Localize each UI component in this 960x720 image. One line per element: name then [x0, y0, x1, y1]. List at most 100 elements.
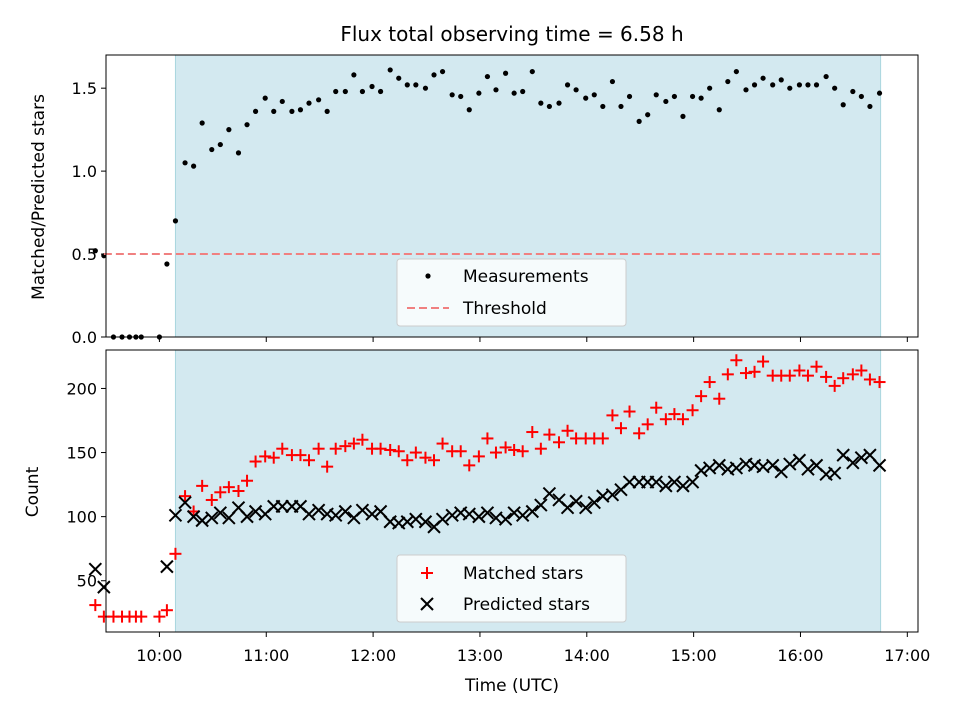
data-point-matched-stars	[614, 422, 627, 435]
data-point-measurements	[324, 108, 330, 114]
data-point-matched-stars	[454, 445, 467, 458]
data-point-measurements	[636, 118, 642, 124]
legend-marker-matched-stars	[421, 567, 433, 579]
data-point-predicted-stars	[560, 500, 575, 515]
data-point-predicted-stars	[498, 512, 513, 526]
legend-marker-measurements	[425, 273, 431, 279]
data-point-matched-stars	[801, 369, 814, 382]
data-point-measurements	[770, 82, 776, 88]
data-point-predicted-stars	[622, 475, 637, 489]
data-point-matched-stars	[196, 479, 209, 492]
data-point-matched-stars	[810, 360, 823, 373]
data-point-measurements	[787, 85, 793, 91]
data-point-measurements	[743, 87, 749, 93]
data-point-matched-stars	[633, 427, 646, 440]
data-point-measurements	[279, 98, 285, 105]
data-point-predicted-stars	[205, 511, 219, 525]
bottom-legend-box	[396, 554, 627, 623]
data-point-predicted-stars	[783, 457, 797, 471]
data-point-predicted-stars	[542, 486, 557, 501]
data-point-matched-stars	[472, 450, 485, 463]
data-point-matched-stars	[232, 485, 245, 497]
bottom-panel: 50 100 150 200 10:00 11:00 12:00 13:00 14:00 15:…	[23, 349, 930, 665]
data-point-matched-stars	[409, 446, 422, 459]
chart-title: Flux total observing time = 6.58 h	[340, 22, 683, 46]
data-point-predicted-stars	[729, 461, 744, 475]
bottom-panel-frame	[105, 349, 919, 633]
data-point-predicted-stars	[846, 456, 860, 470]
data-point-measurements	[476, 90, 482, 96]
data-point-matched-stars	[259, 450, 272, 463]
data-point-matched-stars	[463, 459, 476, 472]
data-point-measurements	[226, 127, 232, 133]
data-point-measurements	[618, 103, 624, 110]
data-point-measurements	[217, 141, 223, 148]
data-point-measurements	[778, 77, 784, 83]
data-point-measurements	[297, 107, 304, 113]
data-point-predicted-stars	[569, 494, 583, 508]
data-point-matched-stars	[721, 368, 734, 381]
data-point-measurements	[609, 78, 616, 85]
data-point-measurements	[653, 92, 659, 98]
top-panel: 0.0 0.5 1.0 1.5 Matched/Predicted stars Mea…	[29, 54, 919, 347]
x-tick-label: 13:00	[457, 646, 503, 665]
data-point-matched-stars	[837, 372, 850, 385]
data-point-measurements	[840, 102, 846, 108]
data-point-predicted-stars	[168, 508, 183, 523]
data-point-predicted-stars	[836, 448, 850, 462]
data-point-predicted-stars	[329, 508, 343, 523]
data-point-measurements	[680, 113, 686, 119]
data-point-predicted-stars	[667, 475, 682, 489]
data-point-matched-stars	[596, 432, 609, 445]
data-point-predicted-stars	[507, 506, 521, 520]
data-point-matched-stars	[222, 481, 235, 494]
data-point-predicted-stars	[765, 458, 780, 473]
data-point-matched-stars	[312, 442, 325, 455]
data-point-measurements	[813, 82, 820, 88]
data-point-measurements	[564, 82, 571, 88]
data-point-measurements	[235, 150, 242, 156]
data-point-predicted-stars	[525, 504, 540, 519]
data-point-matched-stars	[748, 365, 761, 378]
data-point-predicted-stars	[365, 507, 379, 521]
data-point-measurements	[583, 95, 589, 101]
data-point-predicted-stars	[97, 580, 111, 594]
data-point-matched-stars	[135, 610, 148, 623]
data-point-measurements	[725, 78, 731, 85]
data-point-measurements	[316, 97, 322, 103]
data-point-predicted-stars	[445, 508, 459, 523]
data-point-predicted-stars	[178, 495, 192, 510]
data-point-matched-stars	[401, 454, 414, 467]
data-point-measurements	[466, 107, 472, 113]
data-point-predicted-stars	[702, 461, 717, 475]
x-tick-label: 11:00	[243, 646, 289, 665]
data-point-measurements	[529, 68, 535, 75]
x-tick-label: 14:00	[564, 646, 610, 665]
data-point-measurements	[600, 103, 606, 110]
data-point-matched-stars	[863, 373, 876, 386]
data-point-matched-stars	[153, 610, 166, 623]
data-point-matched-stars	[561, 424, 574, 437]
data-point-measurements	[92, 248, 98, 254]
data-point-predicted-stars	[160, 559, 174, 574]
data-point-matched-stars	[676, 413, 689, 426]
data-point-matched-stars	[686, 404, 699, 417]
data-point-measurements	[591, 92, 597, 98]
data-point-matched-stars	[641, 418, 654, 431]
data-point-matched-stars	[730, 354, 743, 367]
data-point-predicted-stars	[659, 479, 673, 493]
data-point-predicted-stars	[480, 506, 495, 520]
data-point-measurements	[823, 73, 829, 80]
data-point-matched-stars	[179, 490, 192, 503]
data-point-predicted-stars	[462, 507, 476, 521]
data-point-measurements	[760, 75, 766, 81]
data-point-measurements	[252, 108, 259, 114]
y-tick-label: 50	[77, 572, 97, 591]
x-tick-label: 15:00	[671, 646, 717, 665]
data-point-predicted-stars	[355, 503, 370, 517]
x-tick-label: 12:00	[350, 646, 396, 665]
data-point-matched-stars	[623, 405, 636, 418]
data-point-predicted-stars	[712, 458, 726, 473]
data-point-measurements	[546, 103, 552, 110]
